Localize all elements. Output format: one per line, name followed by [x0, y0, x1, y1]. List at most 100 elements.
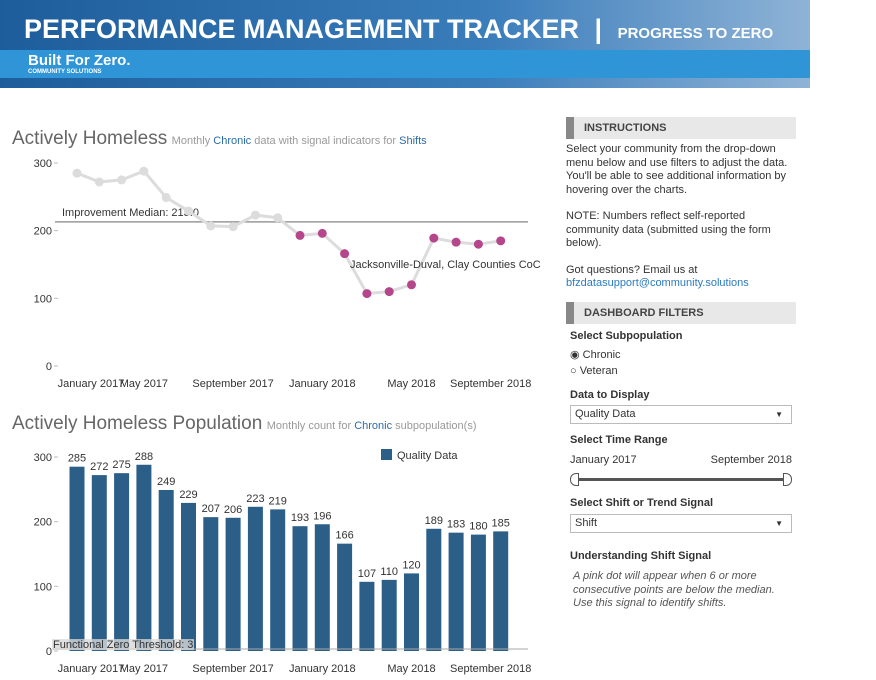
x-tick-label: January 2018 [289, 663, 356, 675]
bar-value-label: 185 [492, 517, 510, 529]
data-point [273, 213, 283, 223]
data-point [94, 177, 104, 187]
dropdown-value: Shift [575, 516, 598, 529]
bar [292, 526, 308, 651]
y-tick-label: 200 [34, 517, 52, 529]
dropdown[interactable]: Shift ▼ [570, 513, 792, 533]
bar-value-label: 285 [68, 453, 86, 465]
subtitle-part: Chronic [354, 420, 393, 432]
bar [247, 506, 263, 651]
range-labels: January 2017 September 2018 [570, 454, 792, 468]
bar [359, 581, 375, 651]
y-tick-label: 0 [46, 646, 52, 658]
bar [493, 531, 509, 651]
legend-label: Quality Data [397, 450, 458, 462]
bar [69, 466, 85, 651]
y-tick-label: 100 [34, 581, 52, 593]
threshold-label-box [52, 639, 194, 651]
x-tick-label: January 2017 [58, 378, 125, 390]
x-tick-label: September 2018 [450, 663, 531, 675]
header-separator: | [594, 14, 603, 44]
bar-value-label: 219 [269, 495, 287, 507]
bar-value-label: 196 [313, 510, 331, 522]
data-point [496, 236, 506, 246]
dropdown-arrow: ▼ [775, 410, 783, 419]
radio-option[interactable]: ○ Veteran [570, 365, 618, 377]
bar [404, 573, 419, 651]
radio-option[interactable]: ◉ Chronic [570, 348, 621, 361]
bar-value-label: 229 [179, 489, 197, 501]
chart-subtitle: Monthly Chronic data with signal indicat… [172, 135, 427, 147]
radio-label: Chronic [582, 348, 621, 361]
bar-value-label: 193 [291, 512, 309, 524]
bar-value-label: 206 [224, 504, 242, 516]
bar [381, 579, 397, 651]
email-link[interactable]: bfzdatasupport@community.solutions [566, 277, 749, 289]
bar-value-label: 288 [135, 451, 153, 463]
bar-value-label: 275 [112, 459, 130, 471]
x-tick-label: September 2017 [192, 663, 273, 675]
dropdown-value: Quality Data [575, 408, 636, 420]
range-slider[interactable] [570, 473, 792, 486]
filters-panel: DASHBOARD FILTERS Select Subpopulation ◉… [566, 302, 796, 611]
data-point [250, 210, 260, 220]
x-tick-label: May 2017 [120, 378, 168, 390]
panel-header: INSTRUCTIONS [566, 117, 796, 139]
data-point [206, 221, 216, 231]
annotation: Jacksonville-Duval, Clay Counties CoC [350, 259, 541, 271]
bar-value-label: 249 [157, 476, 175, 488]
bar [448, 532, 464, 651]
header-subtitle: PROGRESS TO ZERO [617, 25, 774, 42]
bar-chart-heading: Actively Homeless Population Monthly cou… [12, 413, 477, 435]
filter-label: Data to Display [570, 388, 650, 401]
filter-label: Select Subpopulation [570, 330, 683, 342]
y-tick-label: 200 [34, 226, 52, 238]
bar [426, 528, 442, 651]
legend-swatch [381, 449, 392, 460]
subtitle-part: subpopulation(s) [395, 420, 477, 432]
header-band [0, 50, 810, 78]
dropdown-arrow: ▼ [775, 518, 783, 528]
bar [91, 475, 107, 651]
brand-sub: COMMUNITY SOLUTIONS [28, 69, 102, 75]
filter-label: Select Shift or Trend Signal [570, 497, 714, 509]
bar-value-label: 189 [425, 515, 443, 527]
bar [181, 502, 196, 651]
bar-value-label: 110 [380, 566, 398, 578]
series-line [76, 169, 501, 296]
x-tick-label: May 2018 [387, 378, 435, 390]
header-title-row: PERFORMANCE MANAGEMENT TRACKER | PROGRES… [24, 14, 773, 45]
bar [337, 543, 353, 651]
bar-value-label: 207 [202, 503, 220, 515]
subtitle-part: Chronic [213, 135, 252, 147]
y-tick-label: 100 [34, 293, 52, 305]
x-tick-label: September 2018 [450, 378, 531, 390]
help-text: A pink dot will appear when 6 or more co… [573, 570, 775, 609]
x-tick-label: January 2018 [289, 378, 356, 390]
y-tick-label: 0 [46, 361, 52, 373]
line-chart-heading: Actively Homeless Monthly Chronic data w… [12, 128, 427, 150]
data-point [317, 228, 327, 238]
x-tick-label: May 2018 [387, 663, 435, 675]
header-title: PERFORMANCE MANAGEMENT TRACKER [24, 14, 579, 44]
filter-label: Select Time Range [570, 434, 668, 446]
instructions-note: NOTE: Numbers reflect self-reported comm… [566, 210, 771, 249]
range-end: September 2018 [710, 453, 792, 466]
bar-value-label: 120 [402, 559, 420, 571]
filter-label: Understanding Shift Signal [570, 549, 712, 562]
data-point [161, 193, 171, 203]
dropdown[interactable]: Quality Data ▼ [570, 405, 792, 424]
brand: Built For Zero. [28, 52, 131, 69]
bar [203, 517, 219, 651]
bar-value-label: 107 [358, 568, 376, 580]
data-point [117, 175, 127, 185]
bar [314, 524, 330, 651]
instructions-panel: INSTRUCTIONS Select your community from … [566, 117, 796, 291]
chart-title: Actively Homeless [12, 128, 168, 149]
bar-value-label: 183 [447, 519, 465, 531]
panel-header: DASHBOARD FILTERS [566, 302, 796, 324]
data-point [451, 237, 461, 247]
data-point [384, 287, 394, 297]
